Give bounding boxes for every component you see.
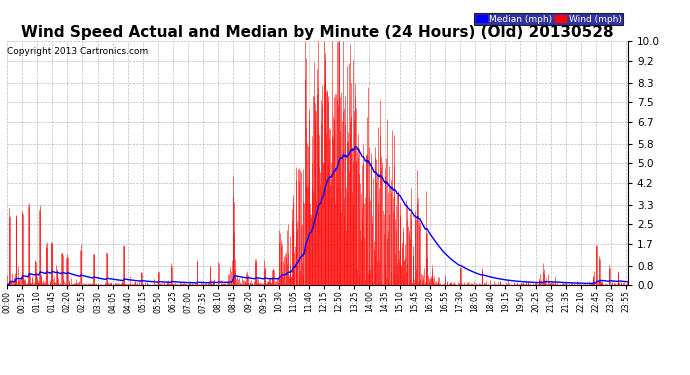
- Legend: Median (mph), Wind (mph): Median (mph), Wind (mph): [474, 13, 623, 26]
- Title: Wind Speed Actual and Median by Minute (24 Hours) (Old) 20130528: Wind Speed Actual and Median by Minute (…: [21, 25, 613, 40]
- Text: Copyright 2013 Cartronics.com: Copyright 2013 Cartronics.com: [7, 47, 148, 56]
